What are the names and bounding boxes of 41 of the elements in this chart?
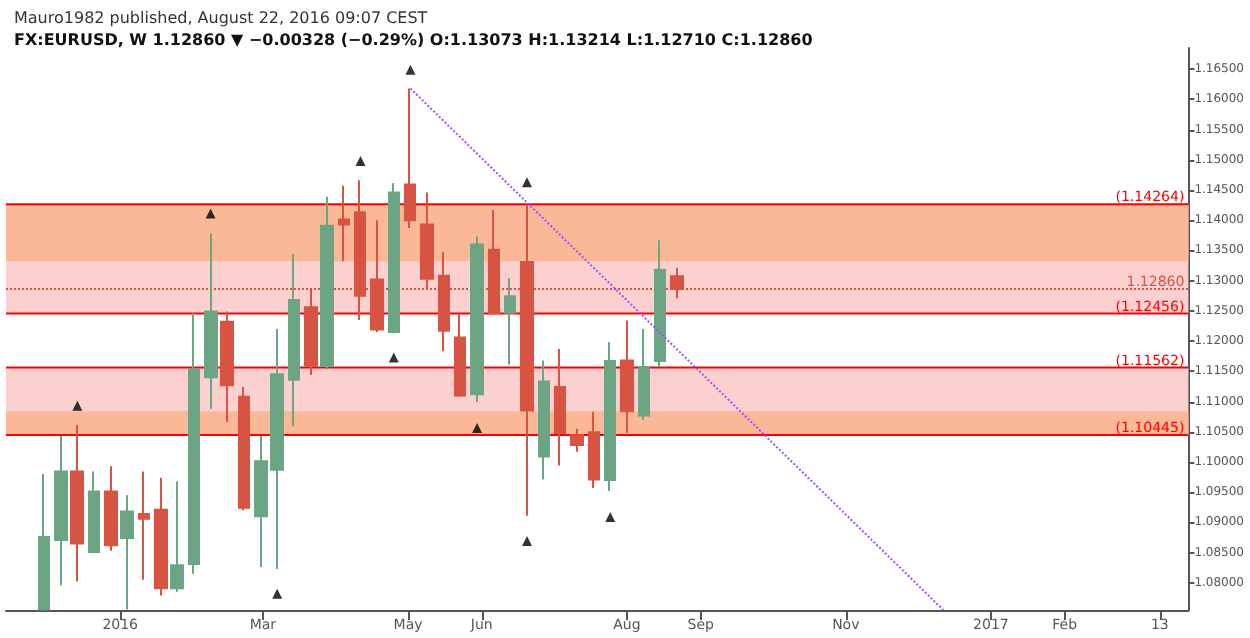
candlestick <box>504 277 516 366</box>
candlestick <box>654 239 666 369</box>
candlestick <box>70 424 84 583</box>
chart-subtitle: Mauro1982 published, August 22, 2016 09:07 CEST <box>14 9 428 27</box>
candlestick <box>288 253 300 428</box>
candlestick <box>470 235 484 404</box>
candlestick <box>88 470 100 555</box>
candlestick <box>38 473 50 611</box>
point <box>472 423 483 434</box>
candlestick <box>154 476 168 597</box>
candlestick <box>238 386 250 512</box>
candlestick <box>104 465 118 552</box>
candlestick <box>320 195 334 371</box>
candlestick <box>604 341 616 492</box>
point <box>388 352 399 363</box>
candlestick <box>388 182 400 335</box>
chart-title: FX:EURUSD, W 1.12860 ▼ −0.00328 (−0.29%) O:1.13073 H:1.13214 L:1.12710 C:1.12860 <box>14 31 814 49</box>
candlestick <box>538 359 550 481</box>
point <box>522 536 533 547</box>
candlestick <box>620 319 634 434</box>
candlestick <box>338 184 350 263</box>
candlestick <box>220 310 234 424</box>
candlestick <box>554 347 566 467</box>
candlestick <box>588 410 600 489</box>
candlestick <box>170 480 184 593</box>
point <box>522 177 533 188</box>
candlestick <box>454 313 466 398</box>
point <box>72 400 83 411</box>
candlestick <box>570 427 584 453</box>
candlestick <box>204 232 218 410</box>
point <box>355 156 366 166</box>
candlestick <box>638 328 650 421</box>
point <box>405 64 416 75</box>
point <box>272 588 283 599</box>
point <box>205 208 216 219</box>
candlestick <box>404 87 416 230</box>
candlestick <box>138 470 150 581</box>
point <box>605 511 616 522</box>
candlestick <box>120 494 134 611</box>
candlestick <box>188 312 200 575</box>
candlestick <box>54 434 68 587</box>
